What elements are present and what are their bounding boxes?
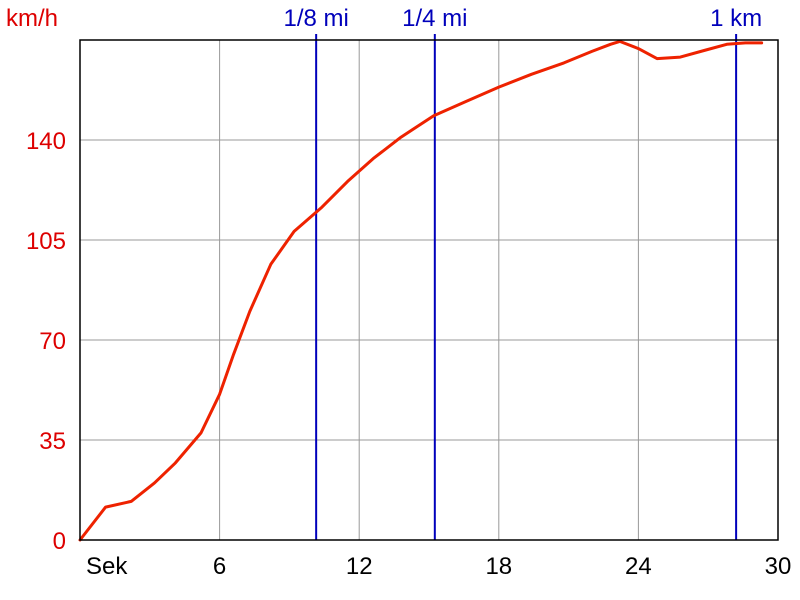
y-tick-labels: 0 35 70 105 140	[26, 128, 66, 555]
distance-marker-label-1: 1/4 mi	[402, 5, 467, 32]
x-tick-labels: 6 12 18 24 30	[213, 553, 791, 580]
grid-lines	[80, 40, 779, 540]
x-tick-label-0: 6	[213, 553, 226, 580]
x-tick-label-4: 30	[765, 553, 792, 580]
x-tick-label-2: 18	[485, 553, 512, 580]
x-tick-label-1: 12	[346, 553, 373, 580]
speed-series-line	[78, 39, 764, 542]
x-tick-label-3: 24	[625, 553, 652, 580]
y-axis-unit-label: km/h	[6, 5, 58, 32]
x-axis-unit-label: Sek	[86, 553, 128, 580]
y-tick-label-1: 35	[39, 428, 66, 455]
y-tick-label-2: 70	[39, 328, 66, 355]
y-tick-label-0: 0	[53, 528, 66, 555]
y-tick-label-3: 105	[26, 228, 66, 255]
distance-marker-label-2: 1 km	[710, 5, 762, 32]
y-tick-label-4: 140	[26, 128, 66, 155]
distance-marker-labels: 1/8 mi 1/4 mi 1 km	[283, 5, 762, 32]
distance-marker-label-0: 1/8 mi	[283, 5, 348, 32]
plot-frame	[79, 39, 779, 541]
distance-markers	[315, 34, 738, 540]
